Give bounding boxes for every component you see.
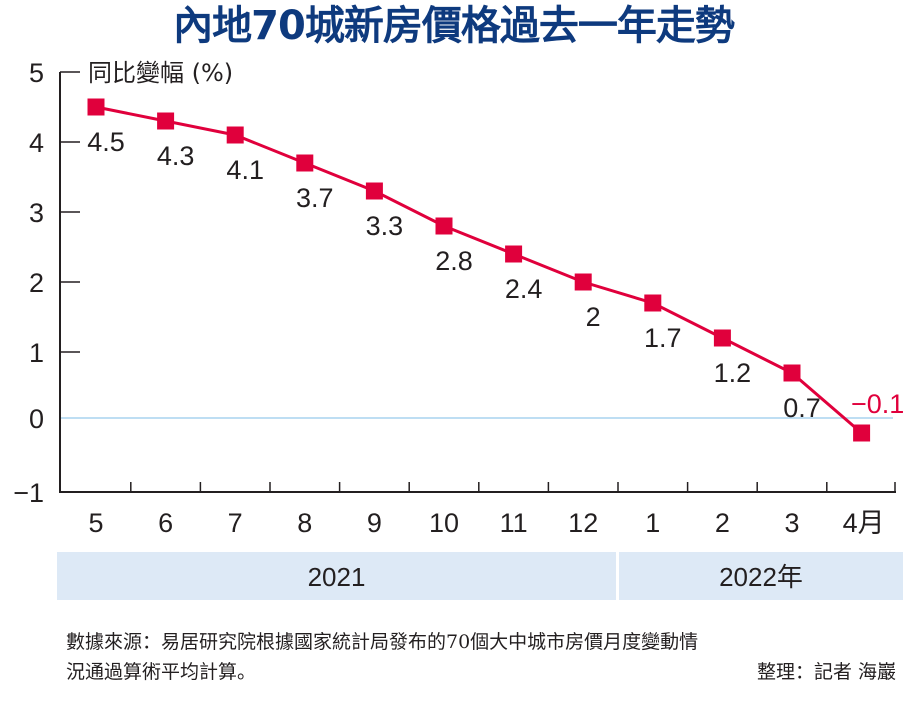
y-tick-label: 5 — [29, 58, 44, 88]
data-label: 2.8 — [435, 246, 473, 276]
x-tick-label: 11 — [500, 508, 528, 538]
y-tick-label: 1 — [29, 338, 44, 368]
y-tick-label: 0 — [29, 404, 44, 434]
x-tick-label: 3 — [784, 508, 799, 538]
data-label: 1.7 — [644, 323, 682, 353]
data-point-marker — [574, 273, 592, 291]
credit: 整理：記者 海巖 — [756, 661, 896, 683]
data-point-marker — [365, 182, 383, 200]
series-line — [95, 105, 863, 435]
data-label: 4.3 — [157, 141, 195, 171]
x-tick-label: 7 — [228, 508, 243, 538]
data-point-marker — [435, 217, 453, 235]
y-tick-label: −1 — [13, 478, 44, 508]
x-tick-label: 4月 — [843, 508, 885, 538]
x-tick-label: 1 — [645, 508, 660, 538]
year-band: 2021 2022年 — [57, 552, 903, 600]
y-ticks: 5 4 3 2 1 0 −1 — [13, 58, 80, 508]
y-axis-label: 同比變幅 (%) — [88, 59, 233, 87]
data-point-marker — [713, 329, 731, 347]
data-point-marker — [226, 126, 244, 144]
x-ticks: 5 6 7 8 9 10 11 12 1 2 3 4月 — [88, 482, 896, 538]
x-tick-label: 5 — [88, 508, 103, 538]
data-label: 1.2 — [714, 358, 752, 388]
data-label: 3.3 — [366, 211, 404, 241]
y-tick-label: 4 — [29, 128, 44, 158]
x-tick-label: 10 — [429, 508, 459, 538]
axes — [59, 72, 896, 493]
data-point-marker — [87, 98, 105, 116]
year-band-segment — [619, 552, 903, 600]
data-point-marker — [853, 424, 871, 442]
data-point-marker — [505, 245, 523, 263]
chart-title: 內地70城新房價格過去一年走勢 — [173, 3, 735, 49]
data-label: 0.7 — [783, 393, 821, 423]
series-markers — [87, 98, 871, 442]
x-tick-label: 2 — [715, 508, 730, 538]
data-point-marker — [783, 364, 801, 382]
data-point-marker — [157, 112, 175, 130]
source-note: 數據來源：易居研究院根據國家統計局發布的70個大中城市房價月度變動情 況通過算術… — [66, 627, 896, 687]
data-label: 2.4 — [505, 274, 543, 304]
year-band-label: 2021 — [308, 562, 366, 592]
y-tick-label: 2 — [29, 268, 44, 298]
data-point-marker — [296, 154, 314, 172]
data-label: 3.7 — [296, 183, 334, 213]
data-labels: 4.5 4.3 4.1 3.7 3.3 2.8 2.4 2 1.7 1.2 0.7 −0.1 — [87, 127, 904, 423]
x-tick-label: 6 — [158, 508, 173, 538]
data-label: 2 — [586, 302, 601, 332]
year-band-segment — [57, 552, 616, 600]
source-line-1: 數據來源：易居研究院根據國家統計局發布的70個大中城市房價月度變動情 — [66, 631, 699, 653]
year-band-label: 2022年 — [719, 562, 803, 592]
x-tick-label: 8 — [297, 508, 312, 538]
data-label: 4.1 — [226, 155, 264, 185]
y-tick-label: 3 — [29, 198, 44, 228]
x-tick-label: 9 — [367, 508, 382, 538]
source-line-2: 況通過算術平均計算。 — [66, 661, 257, 683]
data-label: 4.5 — [87, 127, 125, 157]
x-tick-label: 12 — [568, 508, 598, 538]
data-label: −0.1 — [851, 389, 904, 419]
data-point-marker — [644, 294, 662, 312]
